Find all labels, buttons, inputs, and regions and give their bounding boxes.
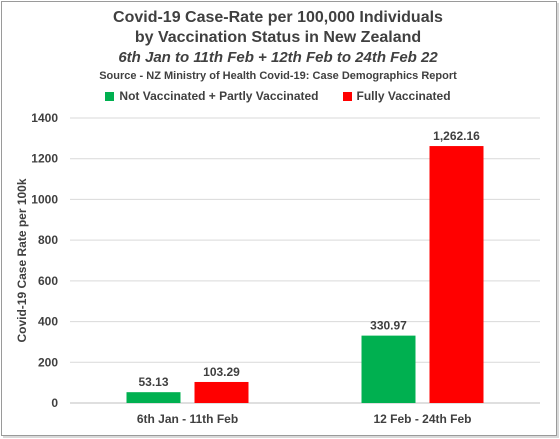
y-tick-label: 800 xyxy=(38,233,58,247)
legend-label-unvaccinated: Not Vaccinated + Partly Vaccinated xyxy=(119,89,319,103)
data-label: 53.13 xyxy=(138,375,168,389)
bar xyxy=(361,335,416,403)
title-block: Covid-19 Case-Rate per 100,000 Individua… xyxy=(0,8,556,84)
legend-item-vaccinated: Fully Vaccinated xyxy=(342,89,451,103)
y-tick-label: 1200 xyxy=(31,152,58,166)
data-label: 330.97 xyxy=(370,319,407,333)
y-tick-label: 600 xyxy=(38,274,58,288)
chart-title: Covid-19 Case-Rate per 100,000 Individua… xyxy=(113,9,443,26)
legend-swatch-green xyxy=(105,91,115,101)
legend-swatch-red xyxy=(342,91,352,101)
bar xyxy=(429,146,484,403)
y-tick-label: 1000 xyxy=(31,192,58,206)
bar xyxy=(194,381,249,403)
chart-title-line2: by Vaccination Status in New Zealand xyxy=(134,29,422,46)
y-axis-title: Covid-19 Case Rate per 100k xyxy=(15,178,29,342)
bar xyxy=(126,392,181,403)
y-tick-label: 0 xyxy=(51,396,58,410)
data-label: 103.29 xyxy=(203,365,240,379)
legend-item-unvaccinated: Not Vaccinated + Partly Vaccinated xyxy=(105,89,319,103)
y-tick-label: 1400 xyxy=(31,111,58,125)
legend: Not Vaccinated + Partly Vaccinated Fully… xyxy=(0,89,556,103)
chart-source: Source - NZ Ministry of Health Covid-19:… xyxy=(99,70,457,82)
data-label: 1,262.16 xyxy=(433,129,480,143)
chart-subtitle: 6th Jan to 11th Feb + 12th Feb to 24th F… xyxy=(118,49,438,66)
x-tick-label: 6th Jan - 11th Feb xyxy=(137,412,238,426)
y-tick-label: 400 xyxy=(38,315,58,329)
x-tick-label: 12 Feb - 24th Feb xyxy=(373,412,471,426)
y-tick-label: 200 xyxy=(38,355,58,369)
legend-label-vaccinated: Fully Vaccinated xyxy=(356,89,451,103)
